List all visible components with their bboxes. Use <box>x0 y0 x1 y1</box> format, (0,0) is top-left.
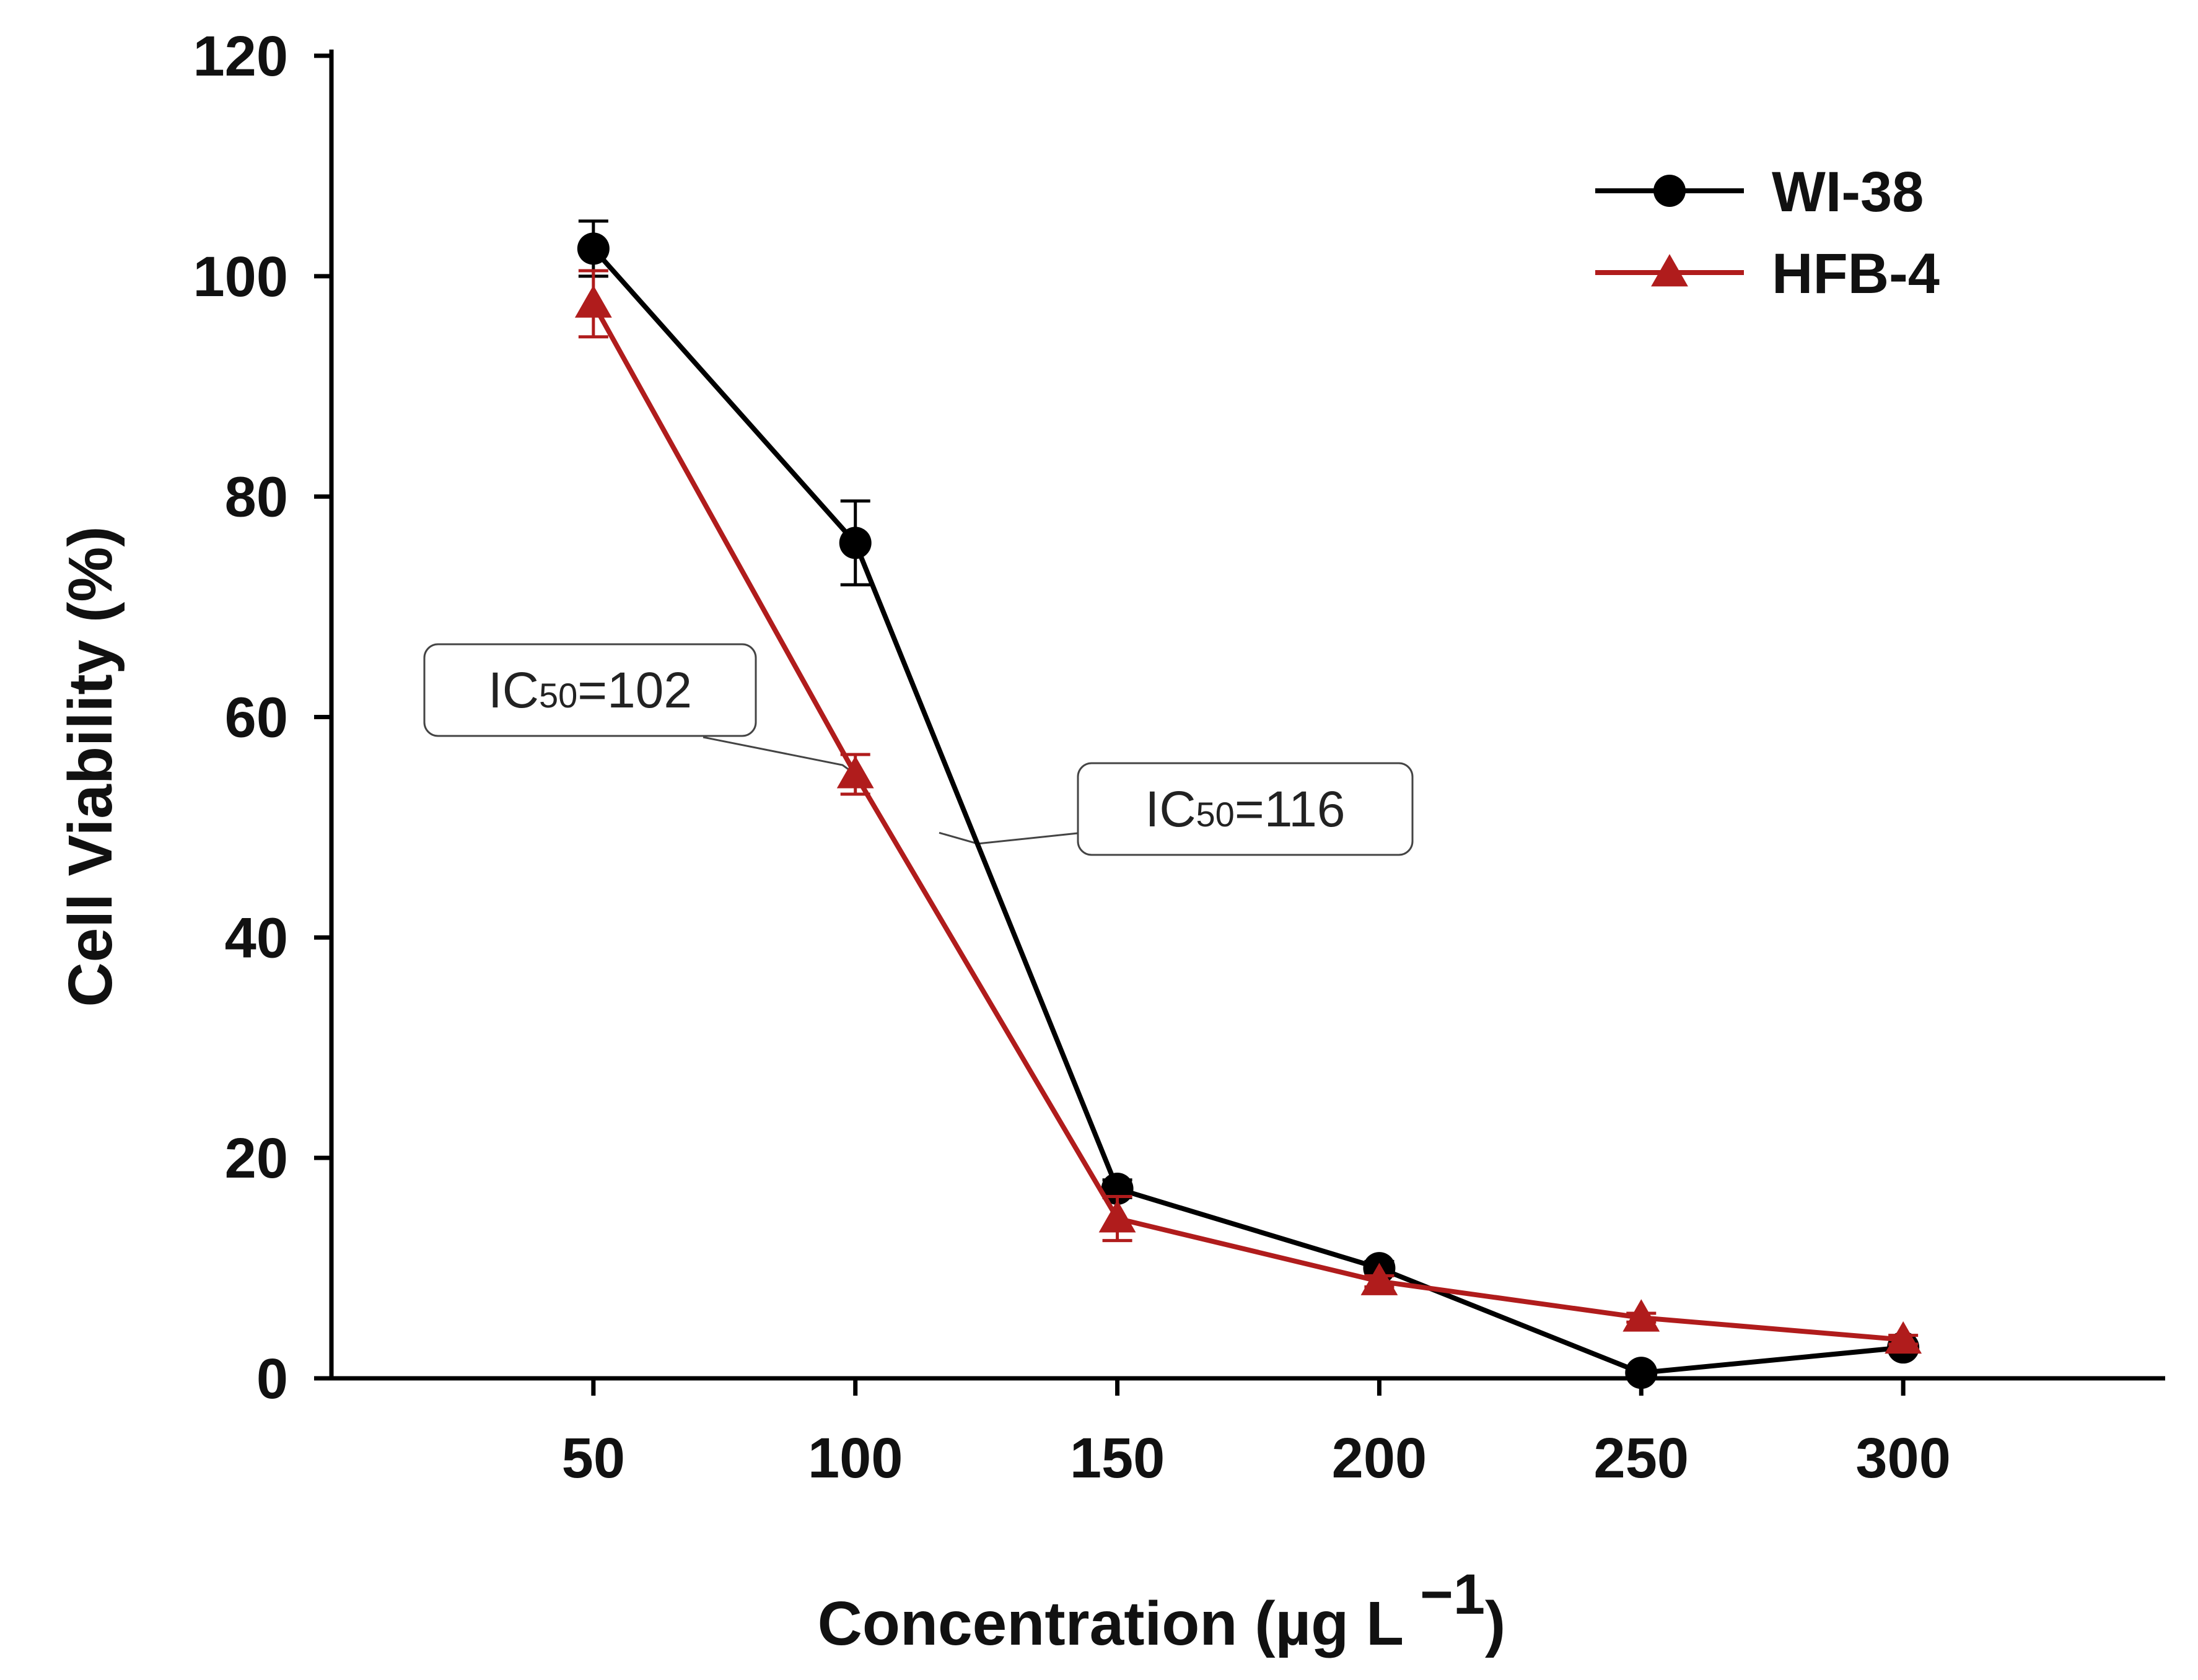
data-point <box>577 232 610 265</box>
axes: 0 20 40 60 80 100 120 50 100 150 200 250 300 <box>193 25 2165 1490</box>
annotation-subscript: 50 <box>1196 795 1235 834</box>
x-axis-title-superscript: −1 <box>1420 1563 1485 1626</box>
y-tick-label: 120 <box>193 25 289 88</box>
legend-item-wi-38: WI-38 <box>1595 160 1924 224</box>
series <box>574 219 1922 1389</box>
legend-marker <box>1653 175 1686 207</box>
y-tick-label: 100 <box>193 245 289 308</box>
legend-item-hfb-4: HFB-4 <box>1595 242 1940 305</box>
annotation-box <box>1077 762 1414 856</box>
annotation-text: IC50=116 <box>1145 781 1346 838</box>
annotation-text: IC50=102 <box>488 662 692 719</box>
annotation-value: =102 <box>577 662 692 719</box>
x-tick-label: 100 <box>808 1427 903 1490</box>
x-tick-label: 150 <box>1070 1427 1165 1490</box>
annotation-value: =116 <box>1235 781 1346 838</box>
y-tick-label: 40 <box>225 906 288 969</box>
data-point <box>1625 1357 1658 1389</box>
annotation-prefix: IC <box>488 662 539 719</box>
series-line <box>591 302 1904 1342</box>
x-tick-label: 300 <box>1855 1427 1951 1490</box>
annotation-leader <box>703 736 856 776</box>
legend-marker <box>1651 254 1688 287</box>
x-tick-label: 50 <box>562 1427 625 1490</box>
x-axis-title-close: ) <box>1485 1589 1505 1658</box>
annotation-box <box>423 643 757 737</box>
series-hfb-4 <box>574 269 1922 1354</box>
x-axis-title: Concentration (µg L −1) <box>818 1563 1506 1658</box>
y-tick-label: 20 <box>225 1127 288 1190</box>
legend-label: HFB-4 <box>1772 242 1940 305</box>
annotation-subscript: 50 <box>539 676 577 715</box>
data-point <box>574 285 612 318</box>
annotation-prefix: IC <box>1145 781 1196 838</box>
annotation-leader <box>939 831 1079 845</box>
data-point <box>1360 1262 1398 1295</box>
data-point <box>1098 1200 1136 1233</box>
series-line <box>591 247 1904 1376</box>
x-axis-title-main: Concentration (µg L <box>818 1589 1420 1658</box>
y-tick-label: 0 <box>256 1347 288 1411</box>
data-point <box>1885 1321 1922 1354</box>
y-tick-label: 60 <box>225 686 288 750</box>
ic50-annotation: IC50=102 <box>423 643 856 776</box>
y-tick-label: 80 <box>225 466 288 529</box>
legend: WI-38 HFB-4 <box>1595 160 1940 305</box>
ic50-annotation: IC50=116 <box>939 762 1414 856</box>
y-axis-title: Cell Viability (%) <box>56 526 125 1007</box>
x-tick-label: 200 <box>1332 1427 1427 1490</box>
data-point <box>836 756 874 789</box>
legend-label: WI-38 <box>1772 160 1924 224</box>
axis-titles: Concentration (µg L −1) Cell Viability (%… <box>56 526 1505 1658</box>
data-point <box>1622 1299 1660 1332</box>
data-point <box>839 527 872 559</box>
x-tick-label: 250 <box>1594 1427 1689 1490</box>
